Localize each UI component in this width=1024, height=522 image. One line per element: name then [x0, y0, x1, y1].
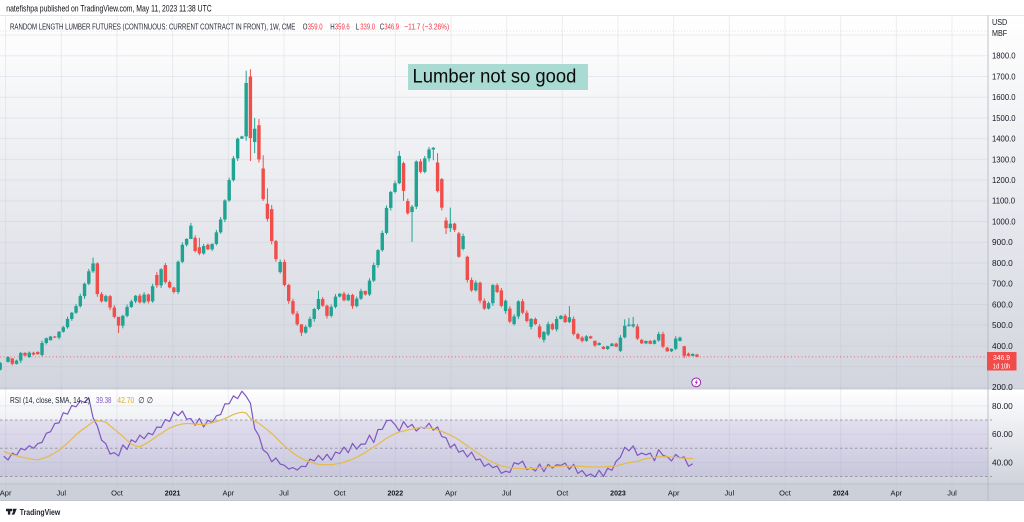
svg-text:346.9: 346.9: [993, 354, 1010, 362]
svg-text:Jul: Jul: [279, 488, 289, 497]
svg-text:1400.0: 1400.0: [992, 134, 1016, 143]
svg-text:359.0: 359.0: [308, 21, 323, 31]
svg-text:359.6: 359.6: [335, 21, 350, 31]
svg-text:1500.0: 1500.0: [992, 114, 1016, 123]
svg-text:500.0: 500.0: [992, 320, 1013, 330]
svg-text:2022: 2022: [387, 488, 403, 497]
svg-text:400.0: 400.0: [992, 341, 1013, 351]
svg-text:1600.0: 1600.0: [992, 93, 1016, 102]
svg-text:40.00: 40.00: [992, 457, 1013, 467]
svg-text:Lumber not so good: Lumber not so good: [413, 66, 577, 88]
svg-text:Jul: Jul: [57, 488, 67, 497]
svg-text:1200.0: 1200.0: [992, 176, 1016, 185]
svg-text:Apr: Apr: [668, 488, 680, 497]
svg-text:Jul: Jul: [947, 488, 957, 497]
svg-text:42.70: 42.70: [117, 395, 134, 405]
svg-text:Apr: Apr: [891, 488, 903, 497]
svg-text:60.00: 60.00: [992, 429, 1013, 439]
svg-text:H: H: [330, 21, 334, 31]
svg-text:Jul: Jul: [725, 488, 735, 497]
svg-text:1700.0: 1700.0: [992, 72, 1016, 81]
svg-text:2023: 2023: [610, 488, 626, 497]
svg-text:−11.7 (−3.26%): −11.7 (−3.26%): [404, 22, 449, 32]
svg-text:Apr: Apr: [222, 488, 234, 497]
svg-text:900.0: 900.0: [992, 237, 1013, 247]
svg-text:39.38: 39.38: [96, 395, 111, 405]
svg-text:Oct: Oct: [556, 488, 569, 497]
svg-text:2024: 2024: [833, 488, 849, 497]
svg-text:O: O: [303, 21, 308, 31]
svg-text:Oct: Oct: [111, 488, 124, 497]
svg-text:Oct: Oct: [779, 488, 792, 497]
svg-text:346.9: 346.9: [384, 21, 399, 31]
svg-text:Apr: Apr: [445, 488, 457, 497]
svg-text:80.00: 80.00: [992, 401, 1013, 411]
svg-text:∅: ∅: [138, 395, 144, 405]
svg-text:200.0: 200.0: [992, 382, 1013, 392]
svg-text:TradingView: TradingView: [20, 507, 61, 517]
svg-text:Oct: Oct: [334, 488, 347, 497]
svg-text:RANDOM LENGTH LUMBER FUTURES (: RANDOM LENGTH LUMBER FUTURES (CONTINUOUS…: [10, 21, 295, 31]
svg-text:1d 10h: 1d 10h: [993, 363, 1011, 371]
svg-text:Apr: Apr: [0, 488, 12, 497]
svg-text:700.0: 700.0: [992, 279, 1013, 289]
svg-text:1000.0: 1000.0: [992, 217, 1016, 226]
svg-text:1800.0: 1800.0: [992, 51, 1016, 60]
svg-text:1100.0: 1100.0: [992, 196, 1016, 205]
svg-text:800.0: 800.0: [992, 258, 1013, 268]
svg-text:C: C: [380, 21, 385, 31]
svg-text:339.0: 339.0: [360, 21, 375, 31]
svg-text:2021: 2021: [165, 488, 181, 497]
svg-text:RSI (14, close, SMA, 14, 2): RSI (14, close, SMA, 14, 2): [10, 395, 90, 405]
svg-text:600.0: 600.0: [992, 299, 1013, 309]
svg-text:MBF: MBF: [992, 29, 1007, 39]
svg-text:USD: USD: [992, 18, 1008, 28]
svg-text:∅: ∅: [147, 395, 153, 405]
svg-text:natefishpa published on Tradin: natefishpa published on TradingView.com,…: [6, 3, 211, 13]
svg-text:Jul: Jul: [502, 488, 512, 497]
svg-text:L: L: [356, 21, 359, 31]
svg-text:1300.0: 1300.0: [992, 155, 1016, 164]
